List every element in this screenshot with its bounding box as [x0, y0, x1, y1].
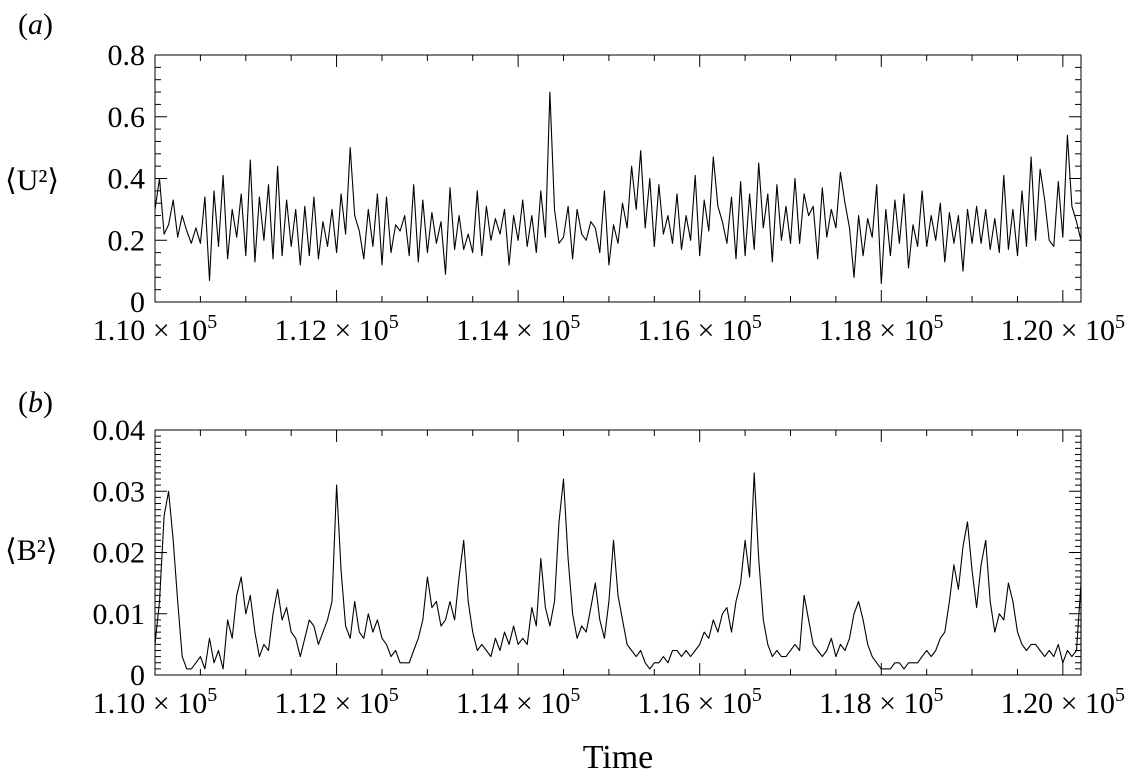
panel-label-b: (b) — [18, 386, 53, 419]
x-tick-label: 1.18 × 105 — [819, 311, 943, 347]
x-tick-label: 1.20 × 105 — [1001, 684, 1125, 720]
plot-frame-a — [154, 54, 1082, 303]
series-line-b — [154, 472, 1082, 670]
y-tick-label: 0.04 — [93, 414, 146, 447]
y-tick-label: 0.03 — [93, 475, 146, 508]
tick-labels-a: 0 0.2 0.4 0.6 0.8 1.10 × 105 1.12 × 105 1.14 × … — [93, 39, 1125, 347]
x-tick-label: 1.10 × 105 — [93, 311, 217, 347]
y-tick-label: 0.01 — [93, 598, 146, 631]
x-tick-label: 1.12 × 105 — [274, 684, 398, 720]
plot-frame-b — [154, 429, 1082, 676]
y-tick-label: 0.2 — [108, 224, 146, 257]
y-tick-label: 0.6 — [108, 101, 146, 134]
series-line-a — [154, 91, 1082, 285]
panel-label-a: (a) — [18, 8, 53, 41]
x-tick-label: 1.14 × 105 — [456, 311, 580, 347]
chart-panel-a: (a) ⟨U²⟩ 0 0.2 0.4 0.6 0.8 1.10 × 105 1.12 × 1… — [5, 8, 1125, 347]
x-tick-label: 1.12 × 105 — [274, 311, 398, 347]
y-tick-label: 0.02 — [93, 537, 146, 570]
x-tick-label: 1.14 × 105 — [456, 684, 580, 720]
y-axis-label-a: ⟨U²⟩ — [5, 164, 59, 197]
y-tick-label: 0 — [130, 659, 145, 692]
series-b — [154, 472, 1082, 670]
y-tick-label: 0 — [130, 286, 145, 319]
x-tick-label: 1.10 × 105 — [93, 684, 217, 720]
tick-labels-b: 0 0.01 0.02 0.03 0.04 1.10 × 105 1.12 × 105 1.1… — [93, 414, 1126, 720]
ticks-b — [154, 429, 1081, 676]
chart-panel-b: (b) ⟨B²⟩ 0 0.01 0.02 0.03 0.04 1.10 × 105 1.12… — [5, 386, 1125, 720]
ticks-a — [154, 54, 1081, 303]
x-tick-label: 1.20 × 105 — [1001, 311, 1125, 347]
series-a — [154, 91, 1082, 285]
x-axis-label: Time — [583, 739, 654, 776]
y-axis-label-b: ⟨B²⟩ — [5, 534, 57, 567]
y-tick-label: 0.4 — [108, 163, 146, 196]
x-tick-label: 1.18 × 105 — [819, 684, 943, 720]
x-tick-label: 1.16 × 105 — [637, 684, 761, 720]
x-tick-label: 1.16 × 105 — [637, 311, 761, 347]
y-tick-label: 0.8 — [108, 39, 146, 72]
